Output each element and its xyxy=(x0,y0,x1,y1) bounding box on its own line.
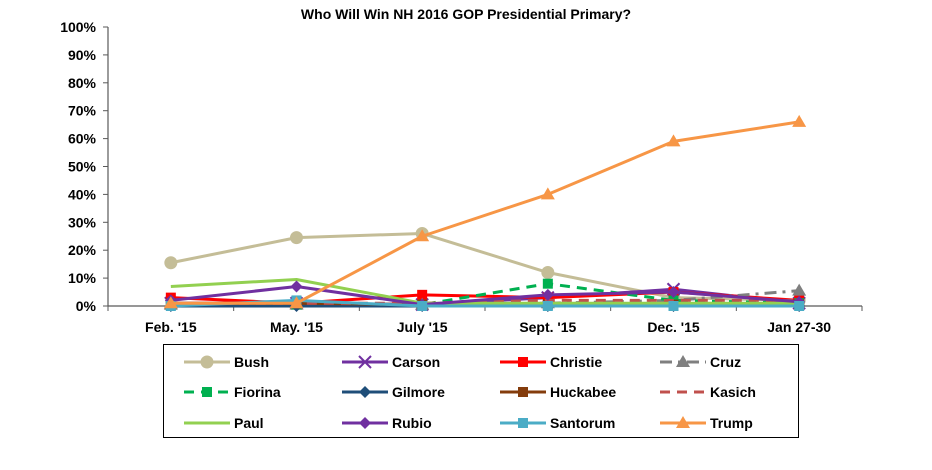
legend-marker-carson xyxy=(358,355,372,369)
legend-marker-trump xyxy=(676,416,690,428)
x-tick-label: Jan 27-30 xyxy=(767,319,831,335)
data-point-santorum xyxy=(794,301,805,311)
data-point-trump xyxy=(792,114,807,127)
chart-title: Who Will Win NH 2016 GOP Presidential Pr… xyxy=(300,6,632,22)
data-point-trump xyxy=(163,296,178,309)
x-tick-label: May. '15 xyxy=(270,319,323,335)
legend-swatch-santorum xyxy=(500,418,546,428)
legend-label-huckabee: Huckabee xyxy=(550,384,617,400)
legend-label-santorum: Santorum xyxy=(550,415,616,431)
series-line-paul xyxy=(170,277,800,305)
legend-swatch-christie xyxy=(500,357,546,367)
legend-swatch-carson xyxy=(342,355,388,369)
y-tick-label: 30% xyxy=(68,214,97,230)
legend-marker-bush xyxy=(200,355,214,369)
y-tick-label: 10% xyxy=(68,270,97,286)
data-point-trump xyxy=(666,134,681,147)
line-chart: 0% 10% 20% 30% 40% 50% 60% 70% 80% 90% 100% Feb. '… xyxy=(60,19,863,335)
data-point-rubio xyxy=(541,288,554,301)
legend-swatch-cruz xyxy=(660,355,706,367)
series-line-cruz xyxy=(170,289,800,307)
data-point-bush xyxy=(541,266,555,280)
data-point-cruz xyxy=(792,283,807,296)
series-trump xyxy=(163,114,807,309)
data-point-trump xyxy=(289,296,304,309)
y-tick-label: 50% xyxy=(68,159,97,175)
data-point-rubio xyxy=(667,286,680,299)
legend-item-santorum: Santorum xyxy=(498,413,615,433)
legend-label-christie: Christie xyxy=(550,354,603,370)
data-point-santorum xyxy=(542,301,553,311)
y-tick-label: 80% xyxy=(68,75,97,91)
y-tick-label: 90% xyxy=(68,47,97,63)
legend-item-huckabee: Huckabee xyxy=(498,382,616,402)
y-axis: 0% 10% 20% 30% 40% 50% 60% 70% 80% 90% 100% xyxy=(60,19,109,314)
legend-swatch-gilmore xyxy=(342,386,388,398)
y-tick-label: 0% xyxy=(76,298,97,314)
y-tick-label: 60% xyxy=(68,131,97,147)
legend-item-cruz: Cruz xyxy=(658,352,741,372)
x-tick-label: Dec. '15 xyxy=(647,319,700,335)
legend-item-bush: Bush xyxy=(182,352,269,372)
series-lines xyxy=(163,114,807,312)
legend-swatch-fiorina xyxy=(184,387,230,397)
legend-marker-gilmore xyxy=(359,386,371,398)
legend-marker-christie xyxy=(518,357,528,367)
legend-label-carson: Carson xyxy=(392,354,441,370)
legend-label-bush: Bush xyxy=(234,354,269,370)
legend-swatch-rubio xyxy=(342,417,388,429)
x-axis: Feb. '15 May. '15 July '15 Sept. '15 Dec. '1… xyxy=(107,305,863,335)
legend-swatch-kasich xyxy=(660,390,706,394)
legend-item-gilmore: Gilmore xyxy=(340,382,445,402)
legend-marker-fiorina xyxy=(202,387,212,397)
legend-marker-huckabee xyxy=(518,387,528,397)
legend-marker-cruz xyxy=(676,355,690,367)
data-point-christie xyxy=(417,289,428,300)
y-tick-label: 40% xyxy=(68,186,97,202)
legend-swatch-bush xyxy=(184,355,230,369)
legend-item-carson: Carson xyxy=(340,352,440,372)
legend-label-fiorina: Fiorina xyxy=(234,384,281,400)
data-point-trump xyxy=(415,229,430,242)
legend-label-rubio: Rubio xyxy=(392,415,432,431)
legend-label-cruz: Cruz xyxy=(710,354,742,370)
data-point-bush xyxy=(164,256,178,270)
legend-item-fiorina: Fiorina xyxy=(182,382,281,402)
x-tick-label: Sept. '15 xyxy=(519,319,576,335)
legend-item-paul: Paul xyxy=(182,413,264,433)
data-point-santorum xyxy=(668,301,679,311)
legend: Bush Carson Christie Cruz Fiorina Gilmore Huck… xyxy=(163,344,799,438)
data-point-bush xyxy=(290,231,303,245)
series-paul xyxy=(170,277,800,305)
legend-item-christie: Christie xyxy=(498,352,602,372)
data-point-santorum xyxy=(417,301,428,311)
legend-marker-santorum xyxy=(518,418,528,428)
legend-label-paul: Paul xyxy=(234,415,264,431)
y-tick-label: 70% xyxy=(68,103,97,119)
y-tick-label: 100% xyxy=(60,19,96,35)
legend-label-trump: Trump xyxy=(710,415,753,431)
legend-item-rubio: Rubio xyxy=(340,413,432,433)
legend-swatch-trump xyxy=(660,416,706,428)
y-tick-label: 20% xyxy=(68,242,97,258)
series-line-rubio xyxy=(170,284,800,307)
data-point-fiorina xyxy=(542,278,553,289)
legend-swatch-paul xyxy=(184,421,230,425)
legend-item-trump: Trump xyxy=(658,413,753,433)
data-point-rubio xyxy=(290,280,303,293)
legend-marker-rubio xyxy=(359,417,371,429)
legend-item-kasich: Kasich xyxy=(658,382,756,402)
x-tick-label: July '15 xyxy=(397,319,448,335)
legend-swatch-huckabee xyxy=(500,387,546,397)
series-line-santorum xyxy=(170,298,800,308)
legend-label-gilmore: Gilmore xyxy=(392,384,445,400)
data-point-trump xyxy=(540,187,555,200)
legend-label-kasich: Kasich xyxy=(710,384,756,400)
x-tick-label: Feb. '15 xyxy=(145,319,197,335)
series-line-trump xyxy=(170,120,800,305)
